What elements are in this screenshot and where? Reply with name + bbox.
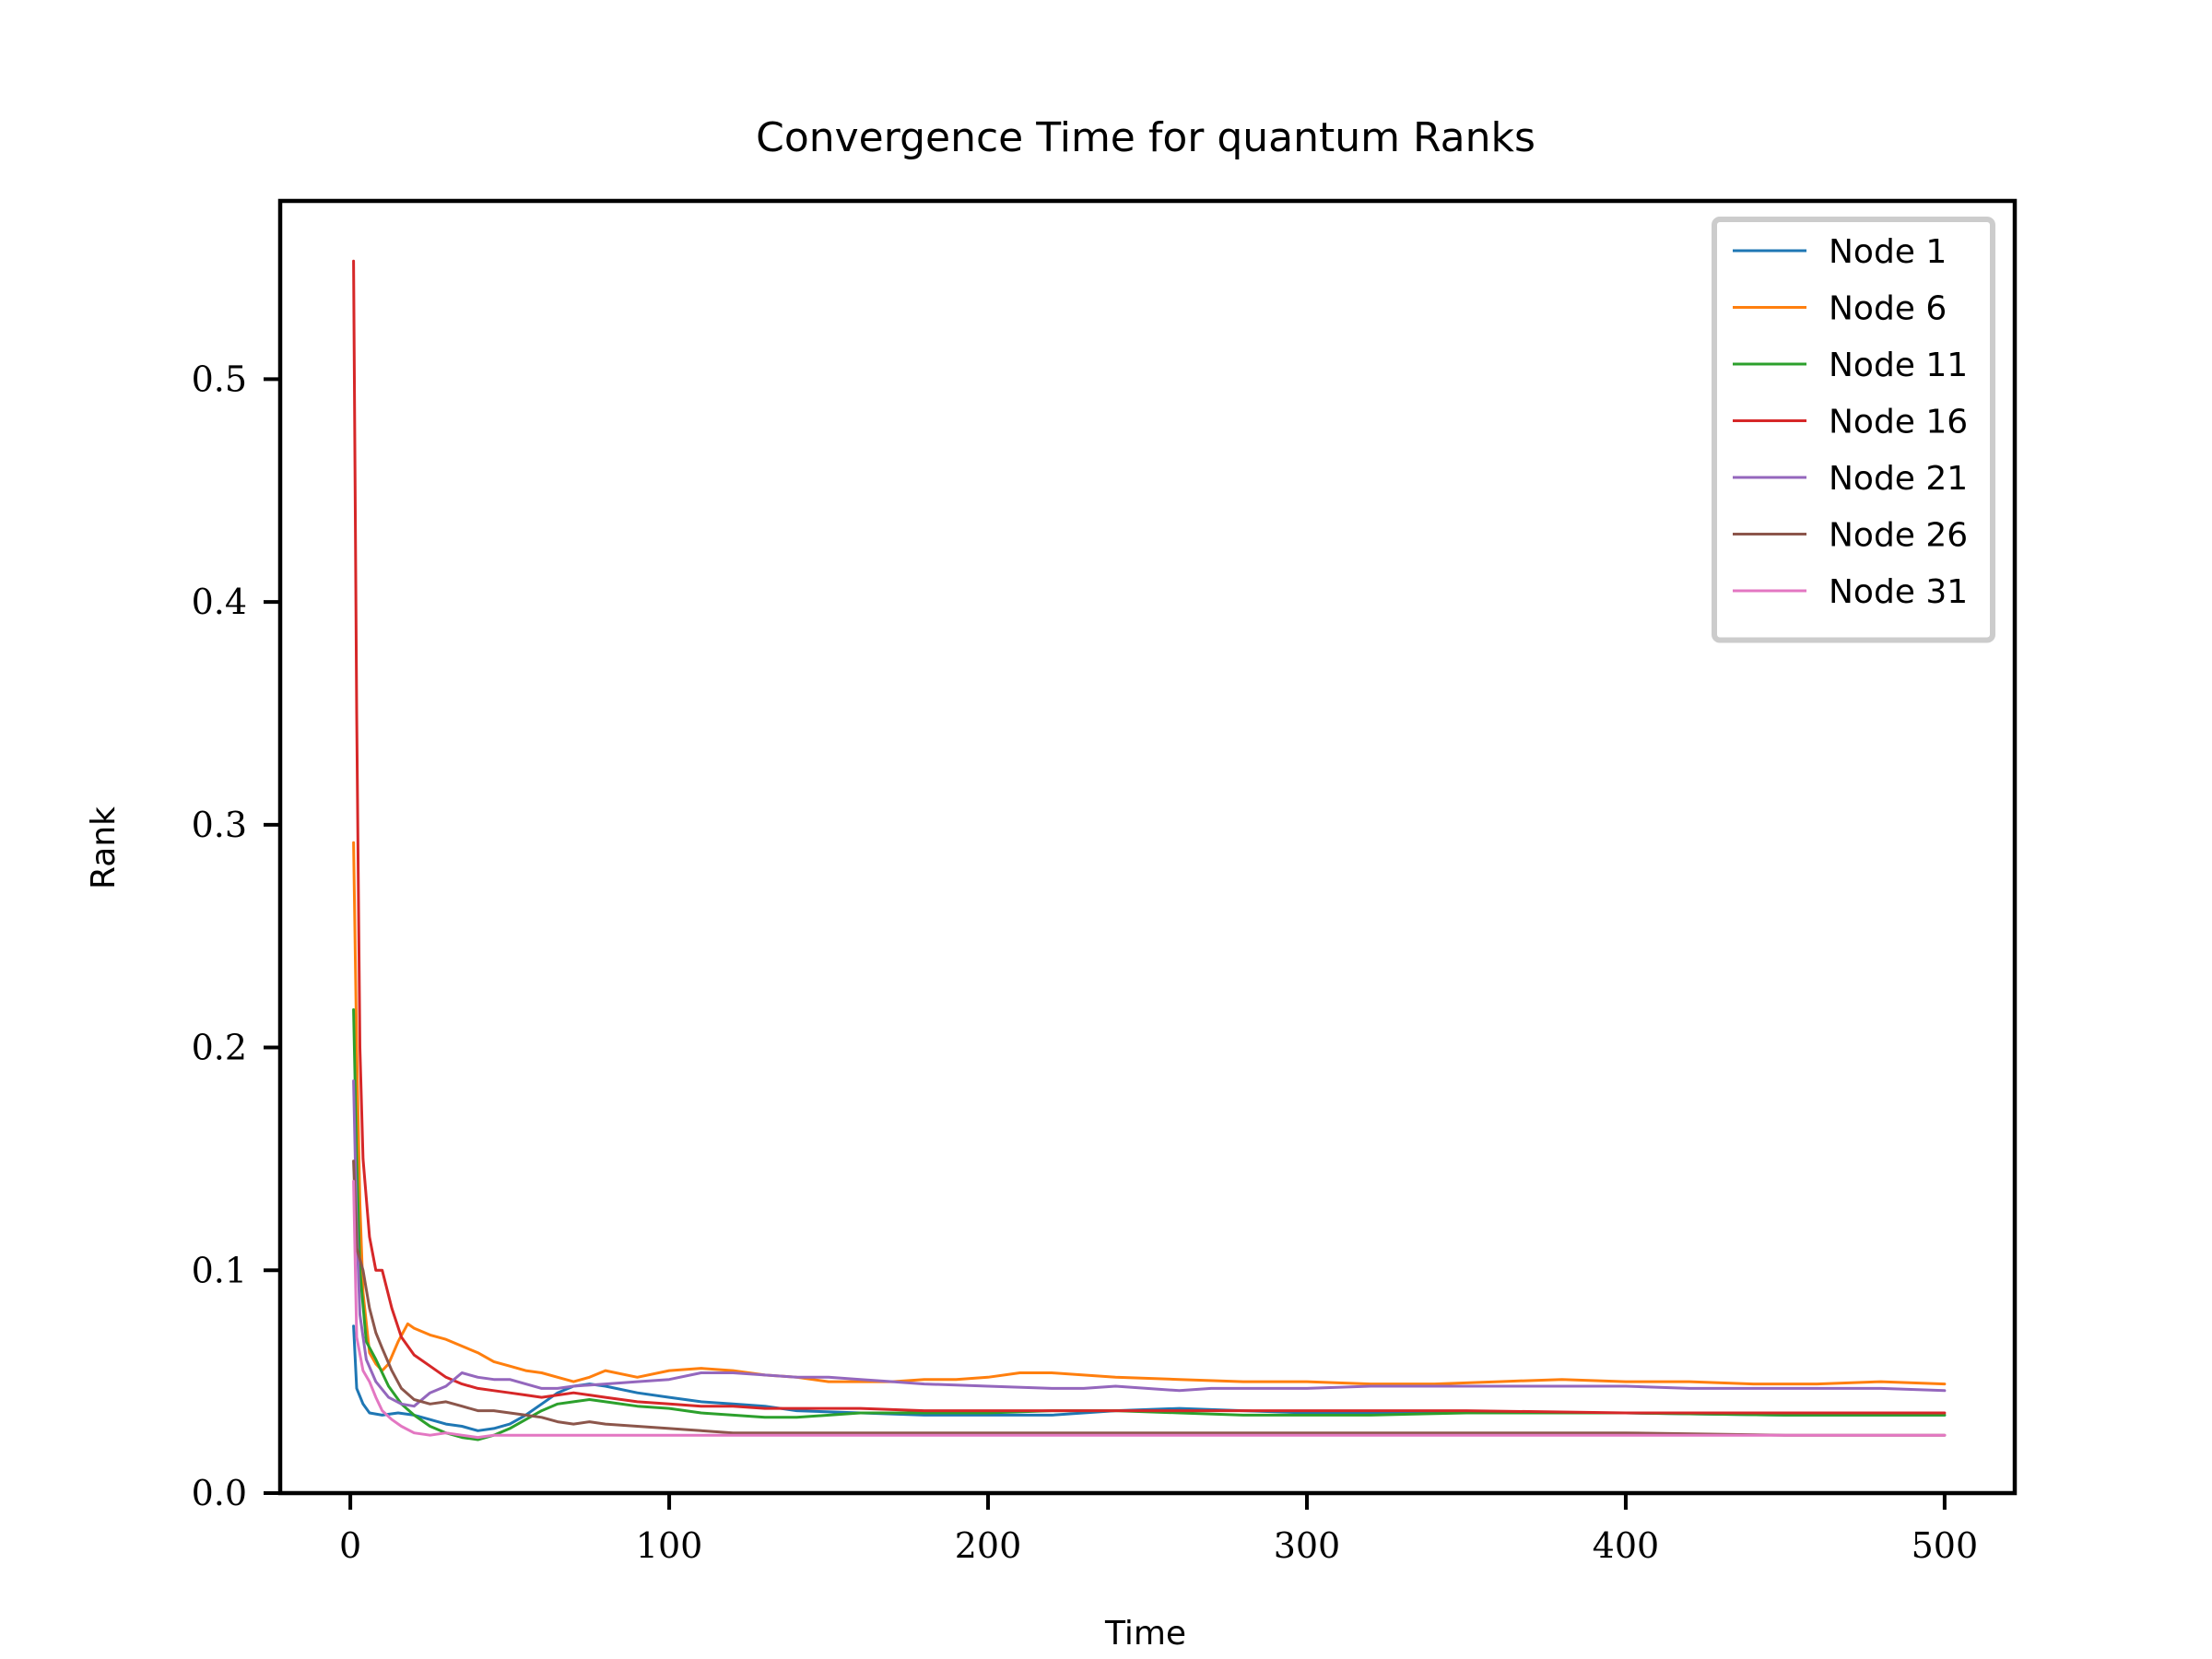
y-axis-label: Rank [85, 806, 123, 889]
legend-label: Node 6 [1829, 290, 1947, 328]
series-line-node-16 [352, 259, 1947, 1415]
legend-label: Node 1 [1829, 233, 1947, 271]
series-line-node-21 [352, 1079, 1947, 1408]
x-axis: 0 100 200 300 400 500 [339, 1493, 1978, 1566]
x-tick-label: 300 [1274, 1525, 1341, 1566]
x-tick-label: 200 [955, 1525, 1022, 1566]
y-axis: 0.0 0.1 0.2 0.3 0.4 0.5 [192, 359, 280, 1513]
y-tick-label: 0.3 [192, 805, 247, 845]
legend-label: Node 11 [1829, 347, 1968, 384]
y-tick-label: 0.5 [192, 359, 247, 399]
legend-label: Node 21 [1829, 460, 1968, 498]
chart-title: Convergence Time for quantum Ranks [756, 114, 1535, 161]
series-line-node-31 [352, 1180, 1947, 1440]
y-tick-label: 0.0 [192, 1473, 247, 1513]
x-axis-label: Time [1104, 1615, 1186, 1653]
y-tick-label: 0.2 [192, 1028, 247, 1068]
x-tick-label: 400 [1593, 1525, 1660, 1566]
y-tick-label: 0.4 [192, 582, 247, 622]
series-line-node-26 [352, 1159, 1947, 1437]
axes-frame [277, 198, 2018, 1496]
legend-label: Node 16 [1829, 404, 1968, 441]
y-tick-label: 0.1 [192, 1250, 247, 1290]
legend: Node 1 Node 6 Node 11 Node 16 Node 21 Node 26… [1712, 217, 1995, 643]
x-tick-label: 500 [1912, 1525, 1979, 1566]
x-tick-label: 100 [636, 1525, 703, 1566]
legend-label: Node 31 [1829, 573, 1968, 611]
x-tick-label: 0 [339, 1525, 361, 1566]
series-group [352, 259, 1947, 1441]
legend-label: Node 26 [1829, 517, 1968, 555]
series-line-node-11 [352, 1008, 1947, 1441]
plot-area [277, 198, 2018, 1496]
series-line-node-6 [352, 841, 1947, 1386]
